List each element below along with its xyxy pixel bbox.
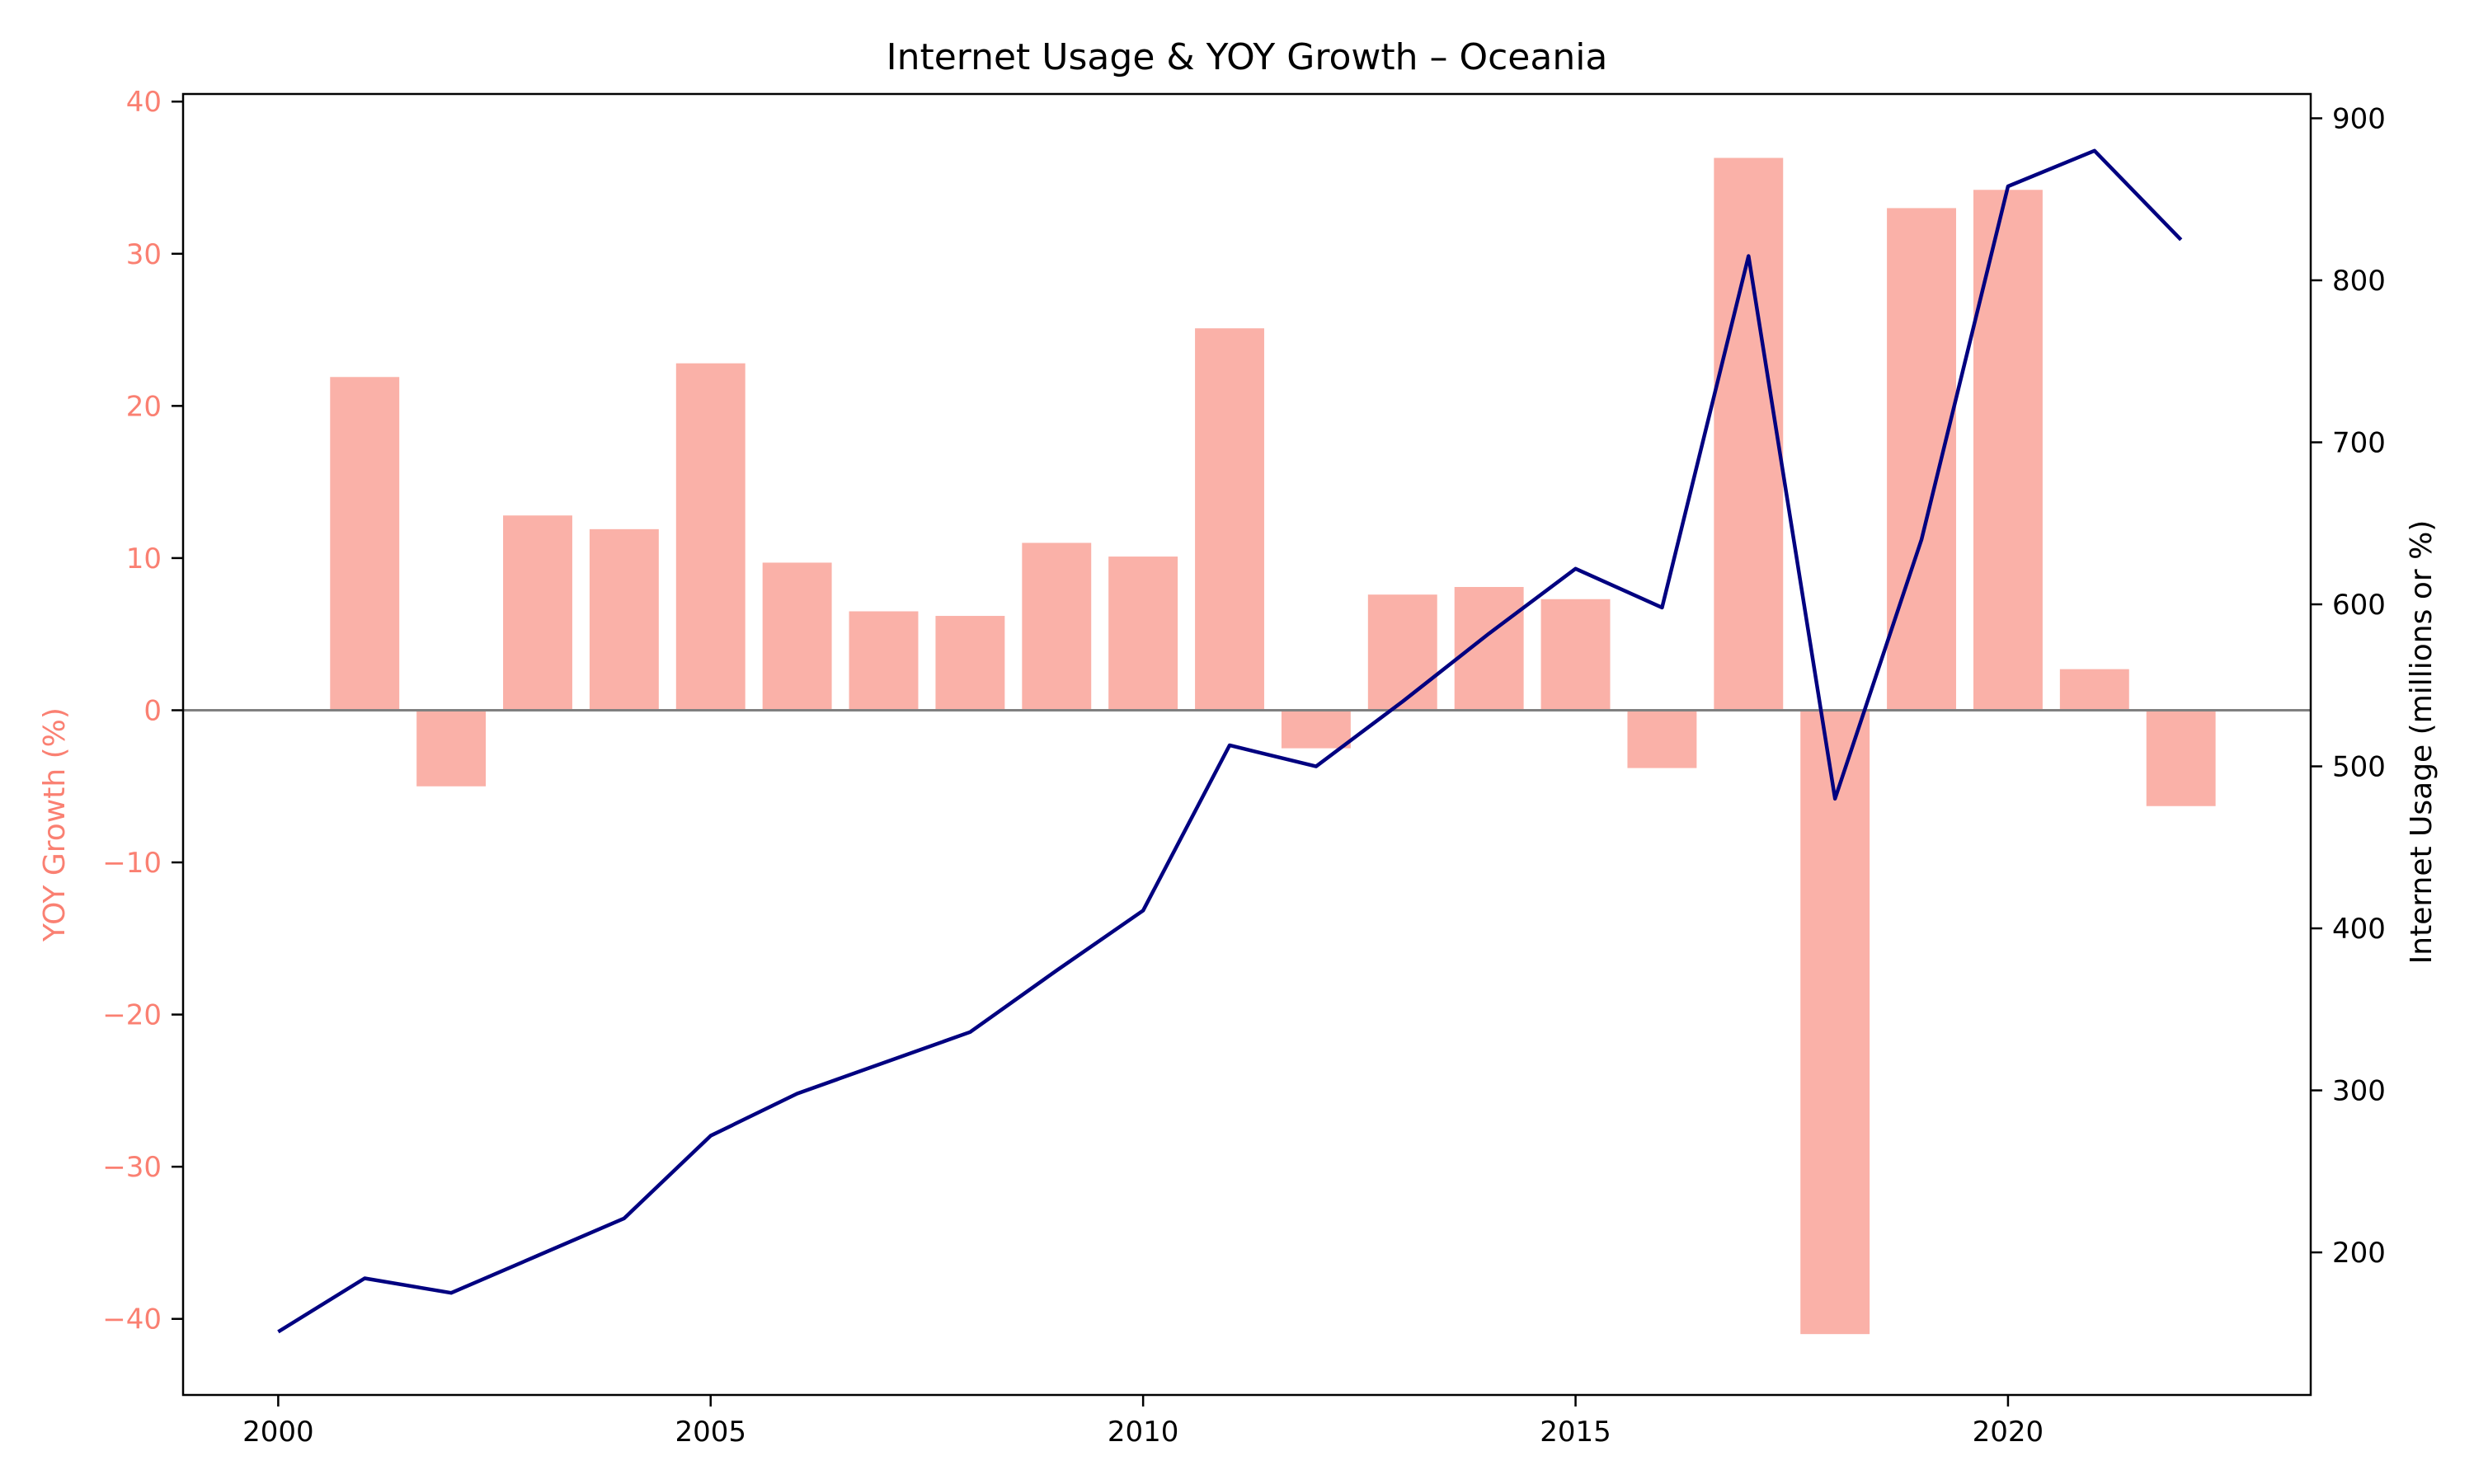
y-left-tick-label--10: −10 xyxy=(102,847,162,880)
bar-2022 xyxy=(2146,710,2216,806)
y-right-tick-label-800: 800 xyxy=(2332,265,2386,298)
y-left-tick-label-20: 20 xyxy=(126,390,162,423)
y-left-tick-label-10: 10 xyxy=(126,542,162,575)
y-left-tick-label-40: 40 xyxy=(126,86,162,119)
y-right-tick-label-300: 300 xyxy=(2332,1075,2386,1108)
y-right-tick-label-700: 700 xyxy=(2332,427,2386,460)
bar-2005 xyxy=(675,363,745,711)
bar-2018 xyxy=(1800,710,1870,1335)
bar-2019 xyxy=(1887,208,1956,711)
y-right-axis: 200 300 400 500 600 700 800 900 xyxy=(2311,102,2386,1270)
bar-2007 xyxy=(849,611,919,711)
chart-title: Internet Usage & YOY Growth – Oceania xyxy=(887,36,1608,78)
bar-2013 xyxy=(1367,594,1437,711)
plot-frame xyxy=(181,92,2312,1397)
y-left-tick-label-0: 0 xyxy=(143,694,162,727)
bar-2008 xyxy=(935,616,1005,711)
x-tick-label-2005: 2005 xyxy=(675,1416,746,1449)
bar-2010 xyxy=(1108,556,1178,711)
x-tick-label-2000: 2000 xyxy=(242,1416,314,1449)
bar-2011 xyxy=(1195,328,1264,711)
y-left-axis: −40 −30 −20 −10 0 10 20 30 40 xyxy=(102,86,183,1336)
y-left-tick-label-30: 30 xyxy=(126,238,162,271)
bar-2015 xyxy=(1540,599,1611,711)
bar-2014 xyxy=(1454,586,1524,711)
bar-2017 xyxy=(1714,157,1784,711)
y-right-tick-label-900: 900 xyxy=(2332,102,2386,135)
bar-2009 xyxy=(1022,542,1092,711)
usage-line-series xyxy=(277,148,2183,1334)
bar-2002 xyxy=(416,710,487,787)
bar-2006 xyxy=(762,562,832,711)
x-tick-label-2020: 2020 xyxy=(1973,1416,2044,1449)
y-left-tick-label--20: −20 xyxy=(102,999,162,1032)
y-right-tick-label-600: 600 xyxy=(2332,589,2386,622)
x-tick-label-2015: 2015 xyxy=(1540,1416,1611,1449)
y-left-tick-label--30: −30 xyxy=(102,1151,162,1184)
y-right-tick-label-400: 400 xyxy=(2332,913,2386,946)
bar-2021 xyxy=(2059,669,2129,711)
bar-2012 xyxy=(1281,710,1351,749)
x-axis: 2000 2005 2010 2015 2020 xyxy=(242,1395,2044,1449)
bar-2003 xyxy=(503,515,572,711)
y-left-axis-label: YOY Growth (%) xyxy=(38,707,72,942)
bar-2001 xyxy=(330,377,400,711)
bar-series xyxy=(330,157,2216,1335)
y-right-tick-label-200: 200 xyxy=(2332,1237,2386,1270)
bar-2004 xyxy=(589,528,659,711)
y-right-tick-label-500: 500 xyxy=(2332,751,2386,784)
y-left-tick-label--40: −40 xyxy=(102,1303,162,1336)
bar-2020 xyxy=(1973,190,2043,711)
bar-2016 xyxy=(1627,710,1697,768)
x-tick-label-2010: 2010 xyxy=(1108,1416,1179,1449)
y-right-axis-label: Internet Usage (millions or %) xyxy=(2405,520,2439,965)
